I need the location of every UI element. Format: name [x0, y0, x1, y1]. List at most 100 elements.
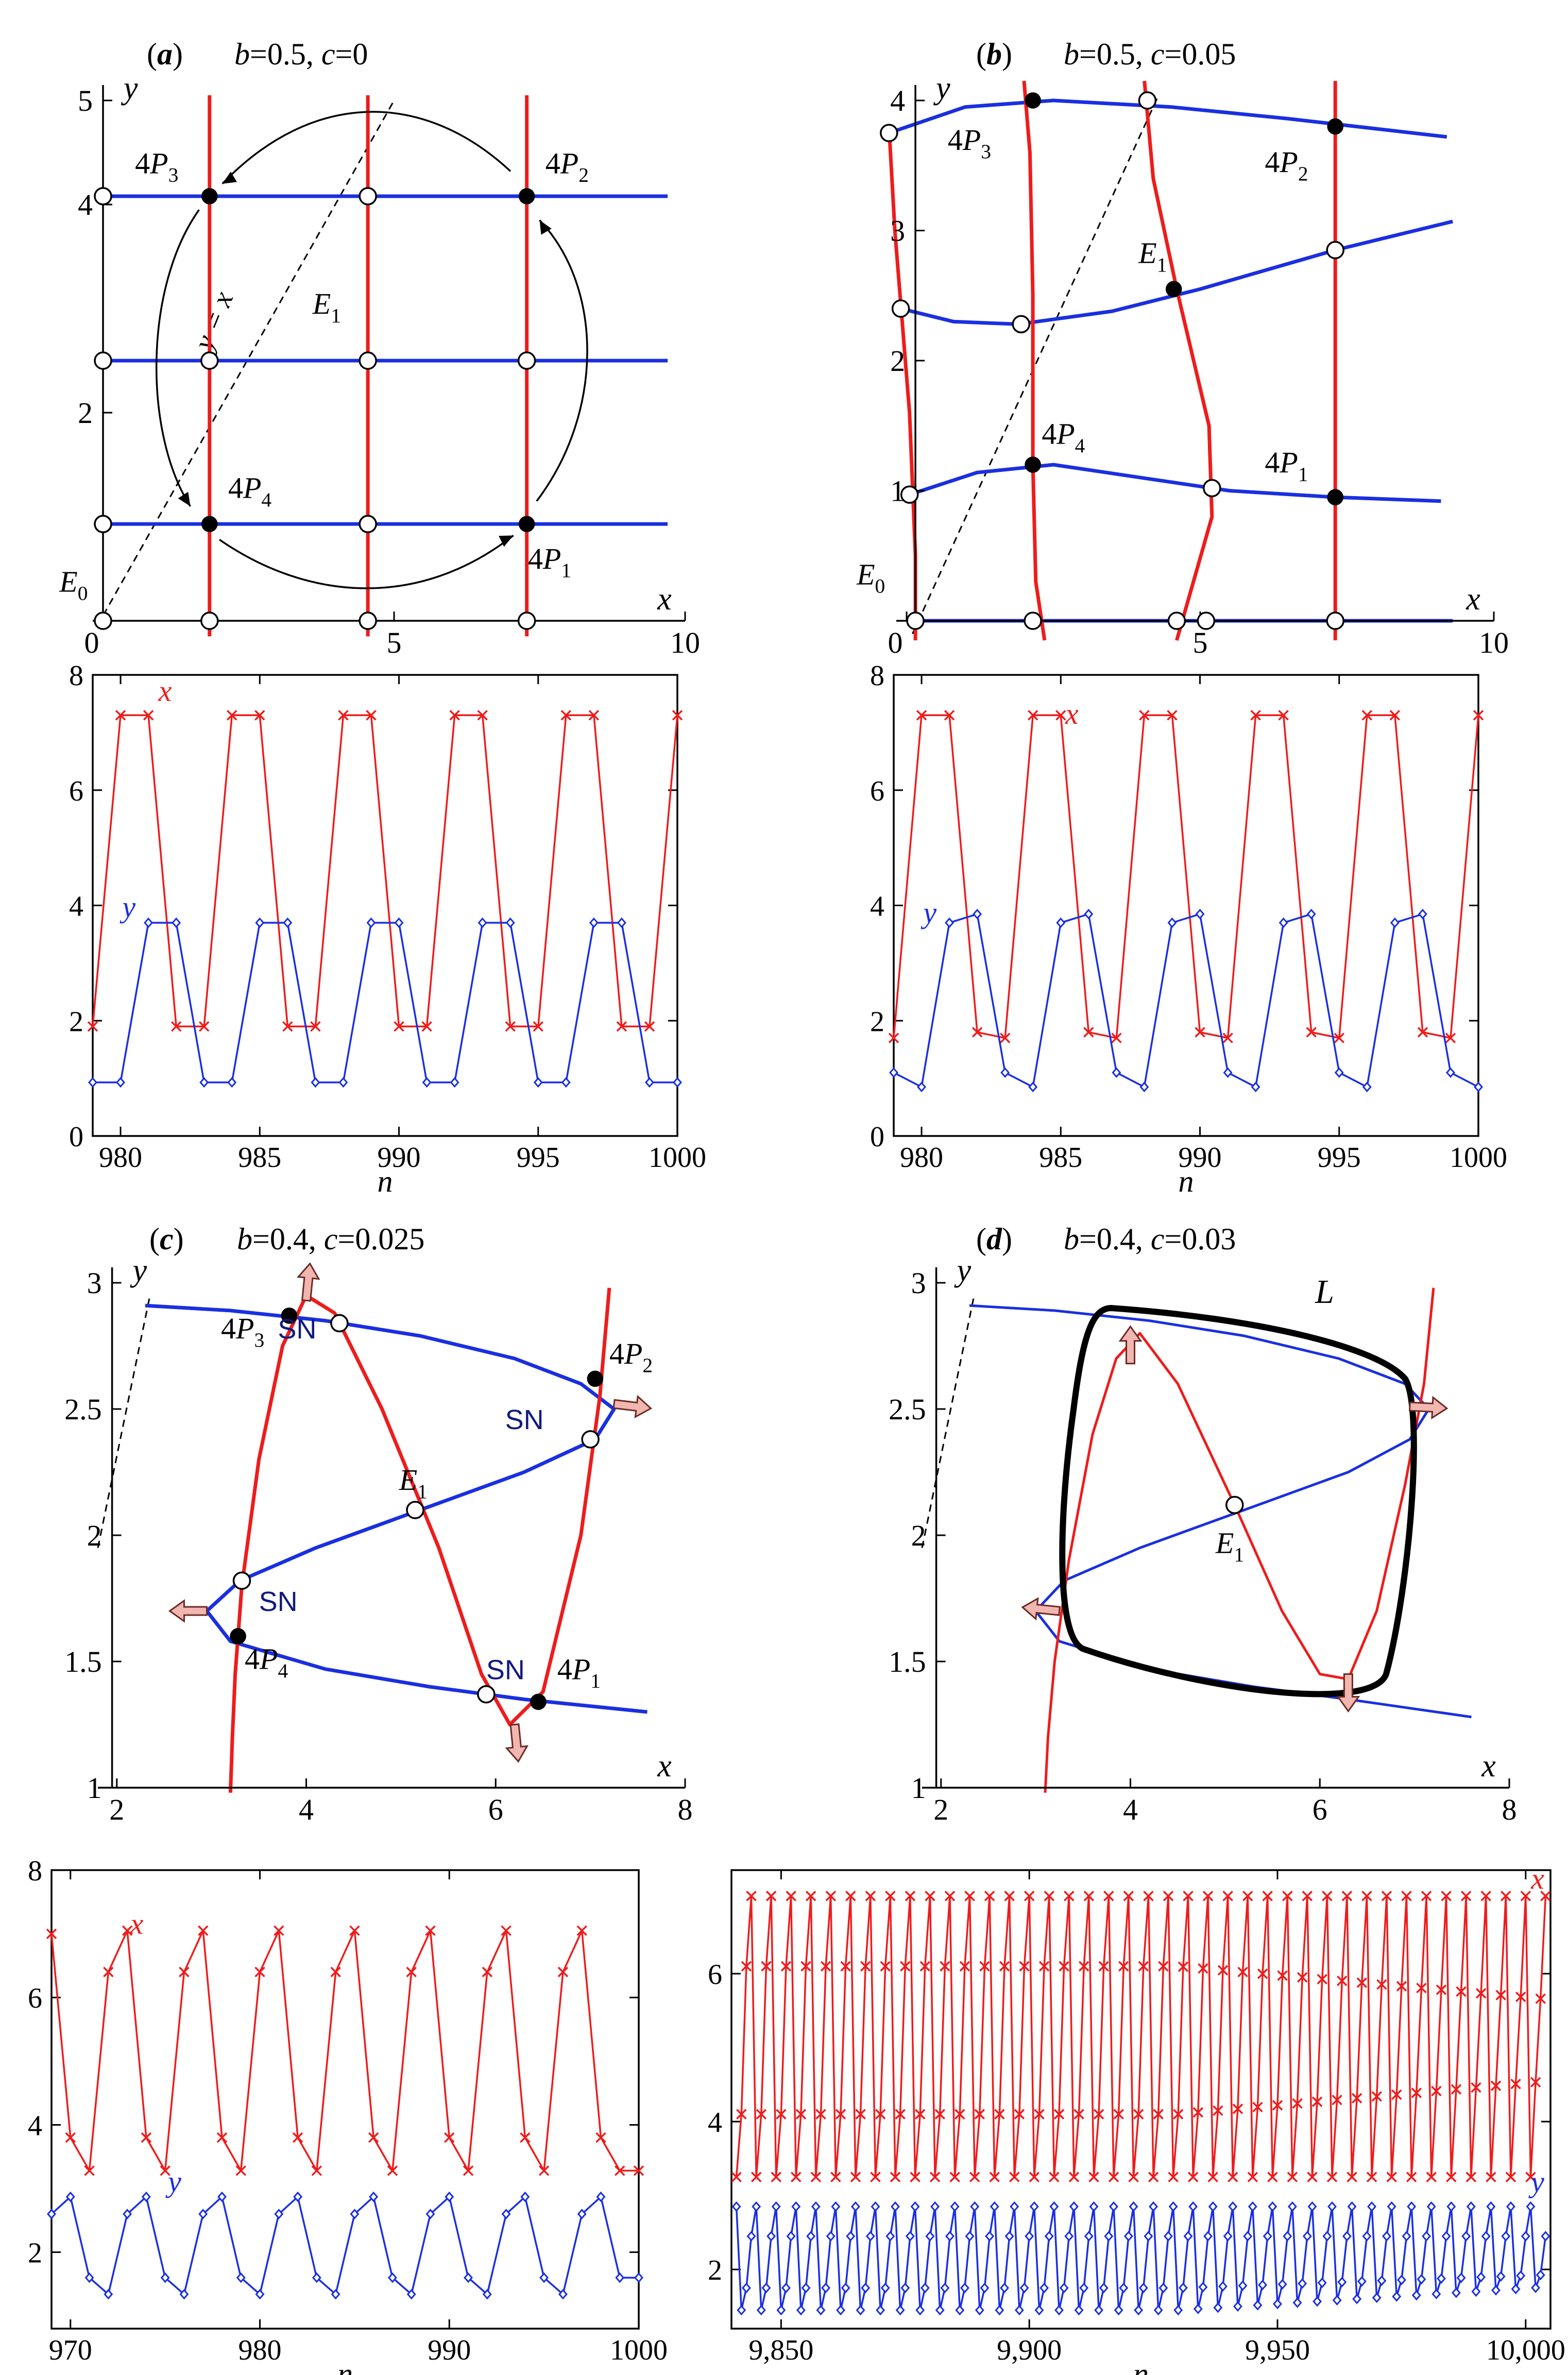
x-marker-stroke: [815, 2109, 826, 2119]
diamond-marker: [1112, 1067, 1121, 1078]
diamond-marker: [1357, 2276, 1367, 2287]
x-marker-stroke: [765, 1891, 777, 1902]
x-marker-stroke: [1525, 2172, 1536, 2182]
x-marker-stroke: [197, 1925, 209, 1936]
x-marker-stroke: [1490, 2080, 1502, 2091]
diamond-marker: [965, 2231, 975, 2242]
diamond-marker: [1089, 2201, 1099, 2212]
diamond-marker: [1306, 909, 1316, 920]
x-marker: [1228, 2172, 1238, 2182]
x-marker: [463, 2165, 474, 2176]
x-marker: [771, 2172, 781, 2182]
panel-label-paren: (: [147, 37, 157, 71]
label-prefix: 4: [221, 1312, 236, 1345]
label-letter: P: [560, 146, 578, 180]
diamond-marker: [1327, 2201, 1337, 2212]
x-axis-label: n: [1133, 2357, 1149, 2375]
x-marker-stroke: [216, 2132, 228, 2143]
diamond-marker: [1263, 2231, 1272, 2242]
x-marker: [1217, 1965, 1229, 1976]
x-marker: [595, 2132, 606, 2143]
x-marker: [1465, 2172, 1477, 2182]
cycle-arrow: [156, 209, 200, 507]
diamond-marker: [1056, 917, 1066, 928]
x-marker-stroke: [1396, 1981, 1407, 1992]
x-marker: [1055, 710, 1066, 721]
equilibrium-point: [94, 187, 112, 206]
x-marker-stroke: [1222, 1891, 1233, 1902]
point-label: E0: [59, 565, 88, 604]
y-tick-label: 4: [708, 2107, 722, 2139]
diamond-marker: [885, 2231, 895, 2242]
x-tick-label: 980: [900, 1142, 943, 1174]
point-label: 4P1: [528, 542, 571, 582]
panel-label: (a): [147, 37, 183, 71]
x-marker-stroke: [1103, 1891, 1114, 1902]
x-axis-label: n: [1179, 1164, 1194, 1198]
diamond-marker: [761, 2282, 771, 2294]
x-marker: [1406, 2172, 1417, 2182]
x-marker-stroke: [1024, 1891, 1035, 1902]
title-part: =0.05: [1164, 37, 1236, 71]
x-marker: [741, 1961, 752, 1972]
x-marker: [1262, 1891, 1273, 1902]
diamond-marker: [366, 917, 376, 928]
x-marker: [800, 1961, 811, 1972]
x-marker-stroke: [1038, 1961, 1050, 1972]
x-marker: [994, 2109, 1005, 2119]
instability-arrow-shape: [1118, 1325, 1143, 1365]
x-marker-stroke: [1486, 2172, 1496, 2182]
diamond-marker: [1168, 2201, 1178, 2212]
x-marker: [1421, 1891, 1432, 1902]
x-marker-stroke: [614, 2165, 625, 2176]
label-letter: P: [259, 1642, 278, 1676]
label-text: E1: [1138, 236, 1167, 276]
x-marker: [1520, 1891, 1531, 1902]
label-prefix: 4: [528, 542, 543, 575]
diamond-marker: [1506, 2201, 1515, 2212]
x-nullcline: [887, 126, 917, 640]
x-marker-stroke: [1406, 2172, 1417, 2182]
x-marker-stroke: [1198, 1963, 1208, 1974]
x-marker: [349, 1925, 360, 1936]
x-marker-stroke: [557, 1966, 569, 1978]
x-marker: [406, 1966, 417, 1978]
x-marker-stroke: [1475, 1988, 1487, 1999]
x-marker: [122, 1925, 133, 1936]
x-marker: [1317, 1974, 1327, 1984]
label-letter: P: [962, 123, 981, 157]
panel-label-paren: ): [1002, 1222, 1012, 1256]
x-marker-stroke: [1083, 1027, 1094, 1038]
diamond-marker: [65, 2191, 75, 2202]
x-marker-stroke: [227, 710, 237, 721]
x-marker: [477, 710, 488, 721]
x-marker: [274, 1925, 284, 1936]
diamond-marker: [482, 2288, 492, 2300]
diamond-marker: [1064, 2231, 1074, 2242]
equilibrium-point: [900, 485, 919, 504]
diamond-marker: [995, 2304, 1004, 2316]
panel-label: (b): [976, 37, 1012, 71]
label-letter: P: [243, 471, 261, 505]
label-text: 4P4: [1042, 417, 1085, 457]
x-marker-stroke: [1272, 2100, 1283, 2111]
label-text: E1: [399, 1463, 428, 1503]
x-marker: [1351, 2093, 1362, 2103]
y-tick-label: 8: [870, 660, 884, 692]
series-x-line: [735, 1895, 1547, 2178]
instability-arrow-shape: [612, 1395, 653, 1419]
x-marker-stroke: [1168, 2172, 1179, 2182]
x-marker: [1332, 2094, 1342, 2106]
x-marker: [282, 1021, 293, 1032]
x-marker-stroke: [1088, 2172, 1099, 2182]
x-marker-stroke: [1028, 710, 1038, 721]
x-marker: [1510, 2078, 1521, 2090]
x-marker-stroke: [974, 2109, 985, 2119]
x-marker: [1267, 2172, 1278, 2182]
x-marker-stroke: [274, 1925, 284, 1936]
plot-frame: [893, 674, 1479, 1137]
diamond-marker: [1337, 2277, 1347, 2287]
x-marker: [1356, 1977, 1368, 1988]
x-marker-stroke: [387, 2165, 398, 2176]
x-marker-stroke: [776, 2109, 787, 2119]
